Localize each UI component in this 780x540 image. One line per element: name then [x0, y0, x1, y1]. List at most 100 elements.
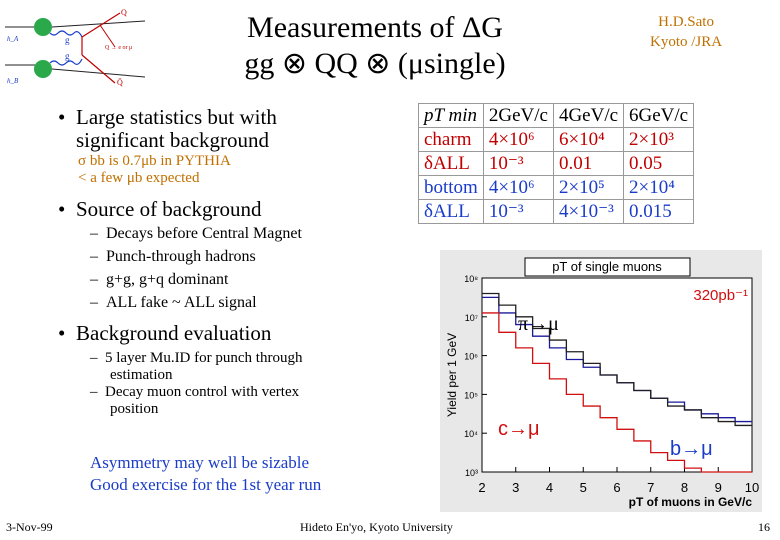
table-cell: 4×10⁶	[482, 127, 554, 152]
table-cell: 2×10⁵	[552, 175, 625, 200]
label-pi-mu: π→μ	[518, 313, 559, 335]
footer-page-number: 16	[758, 520, 770, 534]
table-header-cell: 4GeV/c	[552, 103, 625, 128]
table-row: bottom 4×10⁶ 2×10⁵ 2×10⁴	[418, 175, 695, 200]
list-item: – Decay muon control with vertex	[90, 384, 300, 400]
y-tick-label: 10⁷	[465, 313, 478, 323]
table-cell: charm	[418, 127, 484, 152]
label-c-mu: c→μ	[498, 418, 540, 440]
y-tick-label: 10⁸	[464, 274, 478, 284]
antiquark-line	[81, 54, 116, 84]
bullet-3-list: – 5 layer Mu.ID for punch through estima…	[90, 350, 302, 418]
table-cell: 10⁻³	[482, 199, 554, 224]
x-tick-label: 10	[745, 480, 759, 495]
y-tick-label: 10⁴	[464, 429, 478, 439]
x-tick-label: 3	[512, 480, 519, 495]
chart-title: pT of single muons	[552, 259, 662, 274]
list-item: – g+g, g+q dominant	[90, 271, 229, 288]
series-line-1	[482, 312, 752, 473]
table-cell: 4×10⁻³	[552, 199, 625, 224]
conclusion-line-2: Good exercise for the 1st year run	[90, 475, 322, 494]
muon-pt-chart: pT of single muons Yield per 1 GeV pT of m…	[440, 250, 762, 512]
table-cell: 10⁻³	[482, 151, 554, 176]
list-item: – ALL fake ~ ALL signal	[90, 294, 257, 311]
table-row: δALL 10⁻³ 0.01 0.05	[418, 151, 695, 176]
bullet-2: • Source of background	[58, 197, 262, 221]
table-header-cell: 2GeV/c	[482, 103, 554, 128]
title-line-2: gg ⊗ QQ ⊗ (μsingle)	[244, 47, 506, 80]
x-tick-label: 9	[715, 480, 722, 495]
x-tick-label: 2	[478, 480, 485, 495]
footer-institution: Hideto En'yo, Kyoto University	[300, 520, 453, 534]
sigma-table: pT min 2GeV/c 4GeV/c 6GeV/c charm 4×10⁶ …	[418, 103, 695, 224]
list-item: – 5 layer Mu.ID for punch through	[90, 350, 303, 366]
table-header-cell: 6GeV/c	[623, 103, 695, 128]
x-tick-label: 8	[681, 480, 688, 495]
footer-date: 3-Nov-99	[6, 520, 53, 534]
bullet-2-list: – Decays before Central Magnet – Punch-t…	[90, 222, 302, 314]
x-tick-label: 5	[580, 480, 587, 495]
beam-a-label: h_A	[7, 35, 19, 43]
series-line-2	[482, 292, 752, 427]
author-name: H.D.Sato	[658, 14, 714, 30]
chart-xlabel: pT of muons in GeV/c	[629, 495, 753, 509]
table-header-cell: pT min	[418, 103, 484, 128]
y-tick-label: 10³	[465, 468, 478, 478]
table-cell: 6×10⁴	[552, 127, 625, 152]
gluon-top	[49, 30, 83, 38]
x-tick-label: 4	[546, 480, 553, 495]
bullet-1-line2: significant background	[76, 128, 270, 152]
table-cell: 0.01	[552, 151, 625, 176]
chart-svg: pT of single muons Yield per 1 GeV pT of m…	[445, 257, 759, 509]
quark-label: Q	[121, 8, 127, 17]
table-row: δALL 10⁻³ 4×10⁻³ 0.015	[418, 199, 695, 224]
bullet-dot: •	[58, 105, 66, 129]
table-cell: 0.05	[623, 151, 695, 176]
table-cell: 2×10⁴	[623, 175, 695, 200]
table-cell: δALL	[418, 151, 484, 176]
chart-ylabel: Yield per 1 GeV	[445, 333, 459, 417]
gluon-bottom-label: g	[65, 51, 70, 61]
list-item: position	[110, 401, 159, 417]
author-block: H.D.Sato Kyoto /JRA	[650, 12, 722, 52]
hadron-a-blob	[34, 18, 52, 36]
y-tick-label: 10⁵	[464, 390, 478, 400]
slide-title: Measurements of ΔG gg ⊗ QQ ⊗ (μsingle)	[195, 10, 555, 82]
title-line-1: Measurements of ΔG	[247, 11, 503, 44]
bullet-3: • Background evaluation	[58, 321, 272, 345]
x-tick-label: 6	[613, 480, 620, 495]
feynman-diagram: h_A h_B g g Q Q → e or μ Q̄	[5, 8, 146, 87]
list-item: estimation	[110, 367, 173, 383]
chart-title-box	[524, 257, 691, 277]
table-header-row: pT min 2GeV/c 4GeV/c 6GeV/c	[418, 103, 695, 128]
list-item: – Decays before Central Magnet	[90, 225, 302, 242]
label-b-mu: b→μ	[670, 438, 713, 460]
list-item: – Punch-through hadrons	[90, 248, 256, 265]
bullet-1-line1: Large statistics but with	[76, 105, 277, 129]
bullet-1-sub-1: σ bb is 0.7μb in PYTHIA	[78, 153, 231, 169]
bullet-1-sub-2: < a few μb expected	[78, 170, 200, 186]
bullet-2-text: Source of background	[76, 197, 262, 221]
gluon-bottom	[49, 58, 83, 66]
hadron-b-blob	[34, 60, 52, 78]
decay-label: Q → e or μ	[105, 45, 132, 51]
author-affiliation: Kyoto /JRA	[650, 34, 723, 50]
quark-line	[81, 12, 121, 38]
conclusion-line-1: Asymmetry may well be sizable	[90, 453, 310, 472]
antiquark-label: Q̄	[117, 78, 123, 87]
table-cell: 0.015	[623, 199, 695, 224]
chart-annotation-luminosity: 320pb⁻¹	[693, 287, 748, 304]
table-row: charm 4×10⁶ 6×10⁴ 2×10³	[418, 127, 695, 152]
y-tick-label: 10⁶	[464, 352, 478, 362]
bullet-3-text: Background evaluation	[76, 321, 272, 345]
table-cell: δALL	[418, 199, 484, 224]
x-tick-label: 7	[647, 480, 654, 495]
gluon-top-label: g	[65, 35, 70, 45]
table-cell: bottom	[418, 175, 484, 200]
beam-b-label: h_B	[7, 77, 19, 85]
bullet-1-sub: σ bb is 0.7μb in PYTHIA < a few μb expec…	[78, 153, 231, 187]
bullet-1: • Large statistics but with significant b…	[58, 106, 277, 152]
table-cell: 2×10³	[623, 127, 695, 152]
conclusion: Asymmetry may well be sizable Good exerc…	[90, 452, 321, 496]
sigma-table-wrapper: pT min 2GeV/c 4GeV/c 6GeV/c charm 4×10⁶ …	[418, 103, 695, 224]
